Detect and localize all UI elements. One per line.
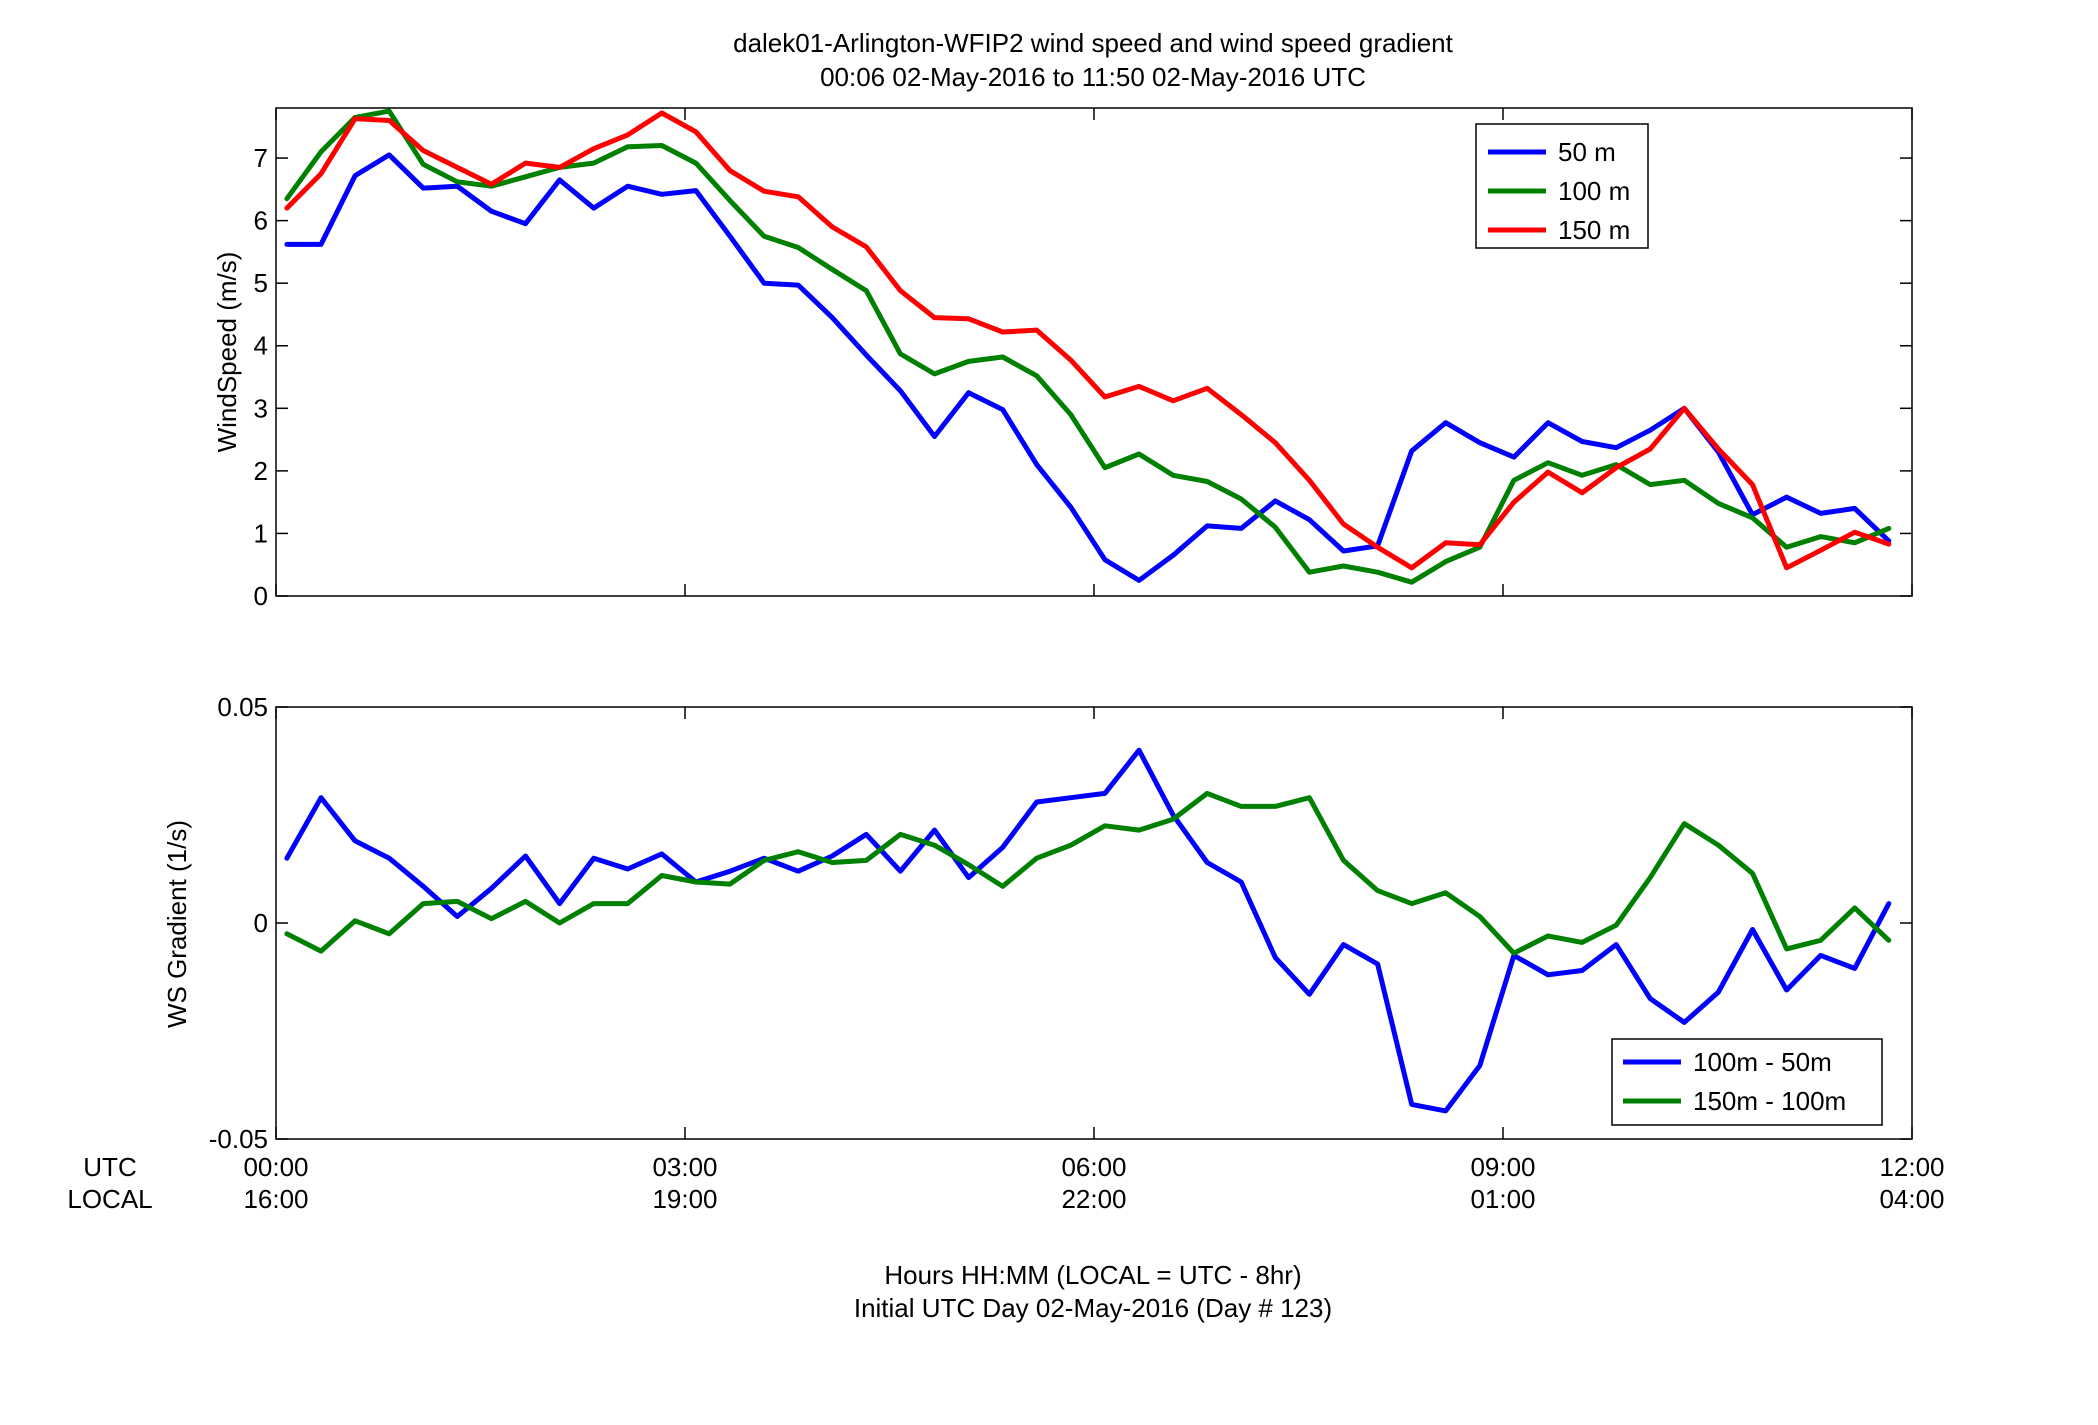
- xtick-label-utc: 06:00: [1061, 1152, 1126, 1182]
- legend-label-100m: 100 m: [1558, 176, 1630, 206]
- gradient-ylabel: WS Gradient (1/s): [162, 820, 192, 1028]
- gradient-panel: -0.05 0 0.05 WS Gradient (1/s) 100m - 50m …: [162, 692, 1913, 1154]
- gradient-ytick-label: -0.05: [209, 1124, 268, 1154]
- xtick-label-local: 04:00: [1879, 1184, 1944, 1214]
- xtick-label-local: 19:00: [652, 1184, 717, 1214]
- chart-title-line1: dalek01-Arlington-WFIP2 wind speed and w…: [733, 28, 1454, 58]
- windspeed-series: [284, 108, 1892, 585]
- xtick-label-utc: 00:00: [243, 1152, 308, 1182]
- windspeed-legend: 50 m 100 m 150 m: [1475, 123, 1649, 249]
- windspeed-panel: 0 1 2 3 4 5 6 7 WindSpeed (m/s) 50 m 100 m 150 …: [212, 107, 1913, 611]
- gradient-legend-box: [1611, 1038, 1883, 1126]
- xtick-label-local: 16:00: [243, 1184, 308, 1214]
- windspeed-axes-box: [275, 107, 1913, 597]
- xtick-label-utc: 09:00: [1470, 1152, 1535, 1182]
- xtick-label-local: 01:00: [1470, 1184, 1535, 1214]
- gradient-series-150m-100m: [284, 790, 1892, 956]
- legend-label-100m-50m: 100m - 50m: [1693, 1047, 1832, 1077]
- chart-title-line2: 00:06 02-May-2016 to 11:50 02-May-2016 U…: [820, 62, 1366, 92]
- gradient-ytick-label: 0: [254, 908, 268, 938]
- xaxis-label-line2: Initial UTC Day 02-May-2016 (Day # 123): [854, 1293, 1332, 1323]
- gradient-series-100m-50m: [284, 747, 1892, 1114]
- xtick-label-utc: 03:00: [652, 1152, 717, 1182]
- legend-label-150m: 150 m: [1558, 215, 1630, 245]
- xaxis-row-label-local: LOCAL: [67, 1184, 152, 1214]
- legend-label-50m: 50 m: [1558, 137, 1616, 167]
- windspeed-ytick-label: 5: [254, 268, 268, 298]
- legend-label-150m-100m: 150m - 100m: [1693, 1086, 1846, 1116]
- gradient-ticks: -0.05 0 0.05: [209, 692, 1913, 1154]
- xaxis-label-line1: Hours HH:MM (LOCAL = UTC - 8hr): [884, 1260, 1301, 1290]
- xtick-label-utc: 12:00: [1879, 1152, 1944, 1182]
- windspeed-ylabel: WindSpeed (m/s): [212, 252, 242, 453]
- gradient-axes-box: [275, 706, 1913, 1140]
- windspeed-plot-area: [276, 108, 1912, 596]
- windspeed-legend-box: [1475, 123, 1649, 249]
- windspeed-series-150-m: [284, 110, 1892, 571]
- gradient-ytick-label: 0.05: [217, 692, 268, 722]
- windspeed-ytick-label: 0: [254, 581, 268, 611]
- xaxis-row-label-utc: UTC: [83, 1152, 136, 1182]
- windspeed-series-50-m: [284, 152, 1892, 583]
- xtick-label-local: 22:00: [1061, 1184, 1126, 1214]
- windspeed-ytick-label: 6: [254, 206, 268, 236]
- windspeed-ytick-label: 7: [254, 143, 268, 173]
- windspeed-ytick-label: 4: [254, 331, 268, 361]
- windspeed-ytick-label: 1: [254, 518, 268, 548]
- windspeed-ytick-label: 2: [254, 456, 268, 486]
- gradient-series: [284, 747, 1892, 1114]
- windspeed-ytick-label: 3: [254, 393, 268, 423]
- gradient-legend: 100m - 50m 150m - 100m: [1611, 1038, 1883, 1126]
